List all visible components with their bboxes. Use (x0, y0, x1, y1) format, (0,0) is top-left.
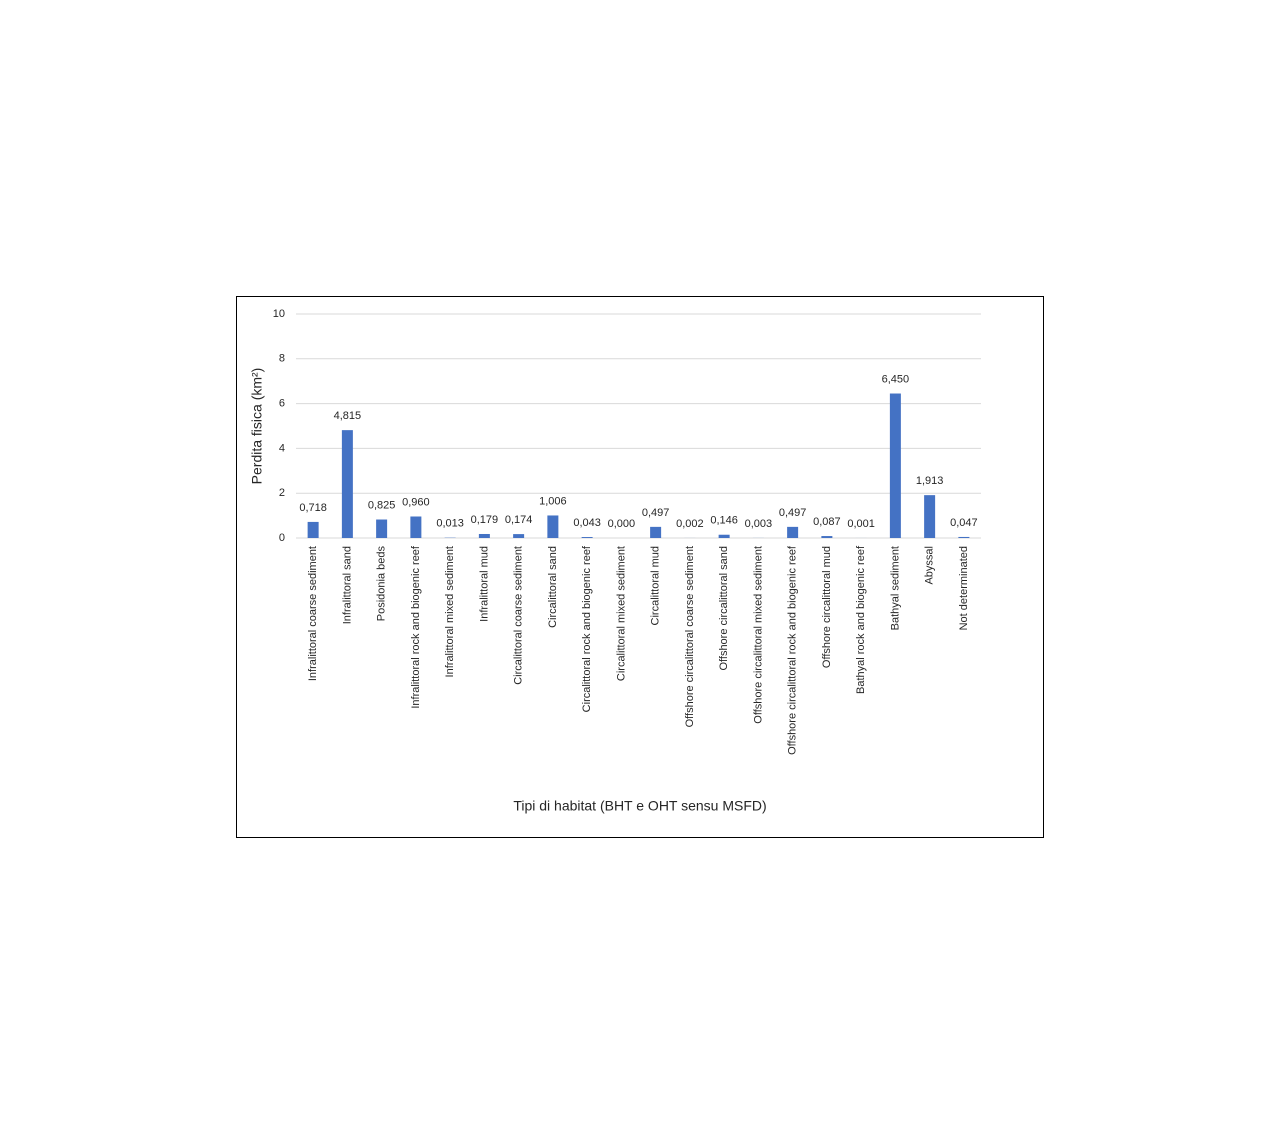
x-tick-label: Circalittoral mixed sediment (615, 546, 627, 681)
value-label: 0,146 (710, 515, 738, 527)
x-tick-label: Circalittoral coarse sediment (513, 546, 525, 685)
bar (650, 526, 662, 538)
x-tick-label: Infralittoral coarse sediment (307, 546, 319, 681)
x-tick-label: Circalittoral sand (547, 546, 559, 628)
value-label: 0,179 (471, 514, 499, 526)
bar (958, 536, 970, 538)
y-tick-label: 8 (279, 353, 285, 365)
x-tick-label: Infralittoral rock and biogenic reef (410, 545, 422, 709)
chart-frame (236, 296, 1044, 838)
value-label: 0,001 (847, 518, 875, 530)
value-label: 6,450 (882, 373, 910, 385)
value-label: 0,087 (813, 516, 841, 528)
value-label: 0,000 (608, 518, 636, 530)
value-label: 0,047 (950, 517, 978, 529)
value-label: 0,043 (573, 517, 601, 529)
x-tick-label: Posidonia beds (376, 546, 388, 622)
x-tick-label: Abyssal (924, 546, 936, 585)
bar (547, 515, 559, 538)
bar (787, 526, 799, 538)
bar (718, 534, 730, 538)
bar (821, 536, 833, 538)
value-label: 1,913 (916, 475, 944, 487)
value-label: 0,960 (402, 496, 430, 508)
value-label: 0,002 (676, 518, 704, 530)
y-axis-title: Perdita fisica (km²) (249, 368, 265, 485)
y-tick-label: 2 (279, 487, 285, 499)
x-tick-label: Offshore circalittoral mixed sediment (752, 546, 764, 724)
x-tick-label: Bathyal sediment (889, 546, 901, 630)
value-label: 0,718 (299, 502, 327, 514)
value-label: 0,003 (745, 518, 773, 530)
bar (478, 533, 490, 538)
value-label: 1,006 (539, 495, 567, 507)
bar (410, 516, 422, 538)
value-label: 0,825 (368, 499, 396, 511)
x-tick-label: Offshore circalittoral sand (718, 546, 730, 671)
bar (376, 519, 388, 538)
x-tick-label: Infralittoral mixed sediment (444, 546, 456, 677)
value-label: 0,497 (642, 507, 670, 519)
bar (513, 534, 525, 538)
x-tick-label: Circalittoral mud (650, 546, 662, 625)
x-tick-label: Infralittoral mud (478, 546, 490, 622)
y-tick-label: 10 (273, 308, 285, 320)
x-tick-label: Infralittoral sand (341, 546, 353, 624)
bar (889, 393, 901, 538)
bar (307, 521, 319, 538)
x-tick-label: Circalittoral rock and biogenic reef (581, 545, 593, 712)
value-label: 4,815 (334, 410, 362, 422)
x-tick-label: Bathyal rock and biogenic reef (855, 545, 867, 694)
x-tick-label: Offshore circalittoral rock and biogenic… (787, 545, 799, 755)
x-tick-label: Not determinated (958, 546, 970, 630)
bar (341, 430, 353, 538)
value-label: 0,497 (779, 507, 807, 519)
y-tick-label: 6 (279, 398, 285, 410)
bar (581, 537, 593, 538)
x-tick-label: Offshore circalittoral coarse sediment (684, 546, 696, 727)
x-axis-title: Tipi di habitat (BHT e OHT sensu MSFD) (513, 798, 766, 814)
y-tick-label: 0 (279, 532, 285, 544)
bar (924, 495, 936, 538)
x-tick-label: Offshore circalittoral mud (821, 546, 833, 668)
value-label: 0,013 (436, 518, 464, 530)
value-label: 0,174 (505, 514, 533, 526)
y-tick-label: 4 (279, 442, 285, 454)
